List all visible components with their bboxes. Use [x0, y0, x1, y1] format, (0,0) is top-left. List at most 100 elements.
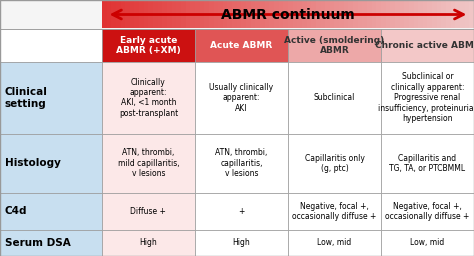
Bar	[441, 1, 446, 28]
Bar	[404, 1, 409, 28]
Bar	[409, 1, 413, 28]
Bar	[232, 1, 237, 28]
Text: Negative, focal +,
occasionally diffuse +: Negative, focal +, occasionally diffuse …	[385, 201, 470, 221]
Bar	[348, 1, 353, 28]
Bar	[437, 1, 441, 28]
Bar	[0, 134, 102, 193]
Bar	[423, 1, 428, 28]
Bar	[376, 1, 381, 28]
Bar	[107, 1, 111, 28]
Bar	[213, 1, 218, 28]
Bar	[456, 1, 460, 28]
Bar	[279, 1, 283, 28]
Bar	[246, 1, 251, 28]
Bar	[186, 1, 190, 28]
Bar	[381, 134, 474, 193]
Bar	[255, 1, 260, 28]
Bar	[139, 1, 144, 28]
Bar	[130, 1, 135, 28]
Bar	[153, 1, 158, 28]
Bar	[264, 1, 269, 28]
Bar	[251, 1, 255, 28]
Bar	[390, 1, 395, 28]
Bar	[269, 1, 274, 28]
Bar	[200, 1, 204, 28]
Bar	[288, 1, 292, 28]
Bar	[362, 1, 367, 28]
Text: Serum DSA: Serum DSA	[5, 238, 71, 248]
Bar	[181, 1, 186, 28]
Text: Clinical
setting: Clinical setting	[5, 87, 47, 109]
Text: Capillaritis only
(g, ptc): Capillaritis only (g, ptc)	[304, 154, 365, 173]
Text: C4d: C4d	[5, 206, 27, 216]
Bar	[320, 1, 325, 28]
Bar	[195, 193, 288, 230]
Bar	[102, 193, 195, 230]
Bar	[353, 1, 358, 28]
Bar	[381, 230, 474, 256]
Text: Early acute
ABMR (+XM): Early acute ABMR (+XM)	[116, 36, 181, 55]
Bar	[330, 1, 335, 28]
Bar	[120, 1, 125, 28]
Bar	[172, 1, 176, 28]
Bar	[0, 230, 102, 256]
Bar	[218, 1, 223, 28]
Bar	[292, 1, 297, 28]
Bar	[125, 1, 130, 28]
Bar	[344, 1, 348, 28]
Text: Usually clinically
apparent:
AKI: Usually clinically apparent: AKI	[210, 83, 273, 113]
Bar	[102, 1, 107, 28]
Bar	[195, 62, 288, 134]
Bar	[195, 1, 200, 28]
Bar	[395, 1, 400, 28]
Bar	[372, 1, 376, 28]
Bar	[446, 1, 451, 28]
Bar	[228, 1, 232, 28]
Bar	[316, 1, 320, 28]
Bar	[460, 1, 465, 28]
Bar	[241, 1, 246, 28]
Bar	[307, 1, 311, 28]
Bar	[381, 62, 474, 134]
Bar	[163, 1, 167, 28]
Bar	[288, 134, 381, 193]
Bar	[358, 1, 362, 28]
Bar	[288, 193, 381, 230]
Bar	[116, 1, 120, 28]
Text: +: +	[238, 207, 245, 216]
Text: Histology: Histology	[5, 158, 61, 168]
Bar	[0, 29, 102, 62]
Bar	[158, 1, 163, 28]
Bar	[144, 1, 148, 28]
Bar	[176, 1, 181, 28]
Text: ATN, thrombi,
capillaritis,
v lesions: ATN, thrombi, capillaritis, v lesions	[215, 148, 268, 178]
Bar	[111, 1, 116, 28]
Bar	[335, 1, 339, 28]
Bar	[418, 1, 423, 28]
Bar	[465, 1, 469, 28]
Text: Diffuse +: Diffuse +	[130, 207, 166, 216]
Bar	[260, 1, 264, 28]
Bar	[302, 1, 307, 28]
Bar	[381, 29, 474, 62]
Bar	[381, 193, 474, 230]
Bar	[204, 1, 209, 28]
Bar	[288, 29, 381, 62]
Bar	[413, 1, 418, 28]
Text: Acute ABMR: Acute ABMR	[210, 41, 273, 50]
Bar	[386, 1, 390, 28]
Bar	[0, 193, 102, 230]
Text: Low, mid: Low, mid	[410, 238, 445, 247]
Bar	[339, 1, 344, 28]
Bar	[190, 1, 195, 28]
Bar	[237, 1, 241, 28]
Text: Active (smoldering)
ABMR: Active (smoldering) ABMR	[284, 36, 384, 55]
Text: Subclinical: Subclinical	[314, 93, 355, 102]
Bar	[432, 1, 437, 28]
Bar	[167, 1, 172, 28]
Bar	[195, 230, 288, 256]
Bar	[135, 1, 139, 28]
Text: Low, mid: Low, mid	[317, 238, 352, 247]
Text: Negative, focal +,
occasionally diffuse +: Negative, focal +, occasionally diffuse …	[292, 201, 377, 221]
Bar	[283, 1, 288, 28]
